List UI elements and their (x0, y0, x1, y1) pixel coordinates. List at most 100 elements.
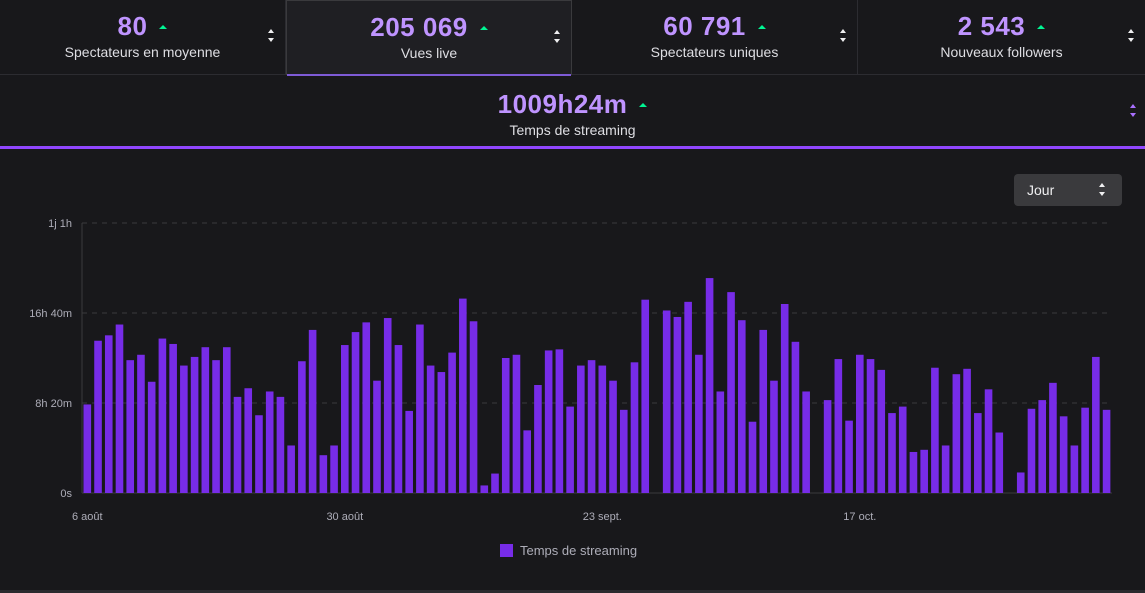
bar[interactable] (609, 380, 617, 493)
bar[interactable] (995, 432, 1004, 493)
sort-icon[interactable] (267, 28, 275, 44)
bar[interactable] (716, 391, 725, 493)
bar[interactable] (448, 352, 456, 493)
bar[interactable] (630, 362, 639, 493)
bar[interactable] (480, 485, 489, 493)
bar[interactable] (169, 343, 177, 493)
bar[interactable] (856, 354, 864, 493)
bar[interactable] (866, 359, 875, 493)
bar[interactable] (437, 372, 446, 493)
bar[interactable] (1092, 356, 1100, 493)
bar[interactable] (587, 360, 596, 493)
bar[interactable] (501, 358, 510, 493)
bar[interactable] (416, 324, 424, 493)
sort-icon[interactable] (1129, 103, 1137, 119)
period-select[interactable]: Jour (1014, 174, 1122, 206)
sort-icon[interactable] (553, 29, 561, 45)
bar[interactable] (705, 278, 714, 493)
bar[interactable] (566, 406, 574, 493)
bar[interactable] (534, 385, 542, 493)
bar[interactable] (147, 381, 156, 493)
bar[interactable] (383, 318, 392, 493)
bar[interactable] (351, 332, 360, 493)
bar[interactable] (244, 388, 253, 493)
bar[interactable] (845, 420, 853, 493)
bar[interactable] (619, 409, 628, 493)
bar[interactable] (974, 413, 982, 493)
bar[interactable] (426, 365, 435, 493)
bar[interactable] (963, 368, 971, 493)
bar[interactable] (1081, 407, 1089, 493)
bar[interactable] (555, 349, 564, 493)
stat-card-unique-viewers[interactable]: 60 791 Spectateurs uniques (572, 0, 858, 75)
bar[interactable] (212, 360, 220, 493)
bar[interactable] (83, 404, 92, 493)
bar[interactable] (1016, 472, 1025, 493)
stat-card-average-viewers[interactable]: 80 Spectateurs en moyenne (0, 0, 286, 75)
bar[interactable] (180, 365, 188, 493)
bar[interactable] (287, 445, 295, 493)
bar[interactable] (405, 410, 413, 493)
bar[interactable] (158, 338, 167, 493)
bar[interactable] (577, 365, 585, 493)
bar[interactable] (834, 359, 843, 493)
stat-card-new-followers[interactable]: 2 543 Nouveaux followers (858, 0, 1145, 75)
bar[interactable] (394, 345, 403, 493)
bar[interactable] (984, 389, 993, 493)
bar[interactable] (201, 347, 210, 493)
bar[interactable] (1049, 382, 1057, 493)
bar[interactable] (898, 406, 907, 493)
bar[interactable] (941, 445, 950, 493)
bar[interactable] (115, 324, 124, 493)
bar[interactable] (319, 455, 328, 493)
bar[interactable] (888, 413, 896, 493)
bar[interactable] (1102, 409, 1111, 493)
bar[interactable] (341, 345, 349, 493)
bar[interactable] (920, 449, 928, 493)
bar[interactable] (308, 329, 317, 493)
bar[interactable] (662, 310, 671, 493)
bar[interactable] (233, 396, 242, 493)
bar[interactable] (748, 421, 757, 493)
bar[interactable] (544, 350, 553, 493)
bar[interactable] (1070, 445, 1079, 493)
bar[interactable] (737, 320, 746, 493)
stat-card-live-views[interactable]: 205 069 Vues live (286, 0, 572, 76)
bar[interactable] (1038, 400, 1046, 493)
bar[interactable] (94, 340, 102, 493)
bar[interactable] (759, 329, 768, 493)
bar[interactable] (780, 304, 789, 493)
bar[interactable] (126, 360, 135, 493)
bar[interactable] (362, 322, 371, 493)
bar[interactable] (1027, 408, 1036, 493)
stat-card-streaming-time[interactable]: 1009h24m Temps de streaming (0, 76, 1145, 148)
bar[interactable] (469, 321, 478, 493)
bar[interactable] (104, 335, 113, 493)
bar[interactable] (222, 347, 231, 493)
bar[interactable] (695, 354, 703, 493)
bar[interactable] (727, 292, 735, 493)
sort-icon[interactable] (839, 28, 847, 44)
bar[interactable] (255, 415, 263, 493)
bar[interactable] (265, 391, 274, 493)
bar[interactable] (298, 361, 306, 493)
bar[interactable] (373, 380, 381, 493)
bar[interactable] (770, 380, 778, 493)
bar[interactable] (1059, 416, 1068, 493)
bar[interactable] (952, 374, 961, 493)
bar[interactable] (673, 316, 682, 493)
bar[interactable] (459, 298, 467, 493)
bar[interactable] (684, 301, 692, 493)
bar[interactable] (791, 341, 800, 493)
bar[interactable] (823, 400, 832, 493)
bar[interactable] (330, 445, 338, 493)
sort-icon[interactable] (1127, 28, 1135, 44)
bar[interactable] (190, 356, 199, 493)
bar[interactable] (802, 391, 810, 493)
bar[interactable] (877, 369, 886, 493)
bar[interactable] (512, 354, 521, 493)
bar[interactable] (523, 430, 531, 493)
chart-legend[interactable]: Temps de streaming (500, 542, 637, 558)
bar[interactable] (276, 396, 285, 493)
bar[interactable] (137, 354, 145, 493)
